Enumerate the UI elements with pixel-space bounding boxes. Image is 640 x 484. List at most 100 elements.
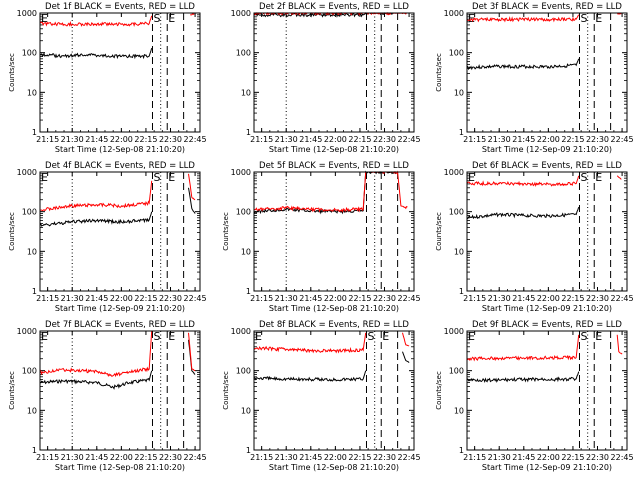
x-tick-label: 21:30	[61, 294, 84, 303]
y-tick-label: 1000	[444, 168, 464, 177]
event-marker-label: E	[168, 12, 175, 25]
y-tick-label: 100	[236, 208, 251, 217]
x-tick-label: 21:45	[299, 453, 322, 462]
x-axis-label: Start Time (12-Sep-08 21:10:20)	[269, 463, 399, 472]
event-marker-label: S	[580, 330, 587, 343]
x-tick-label: 22:45	[611, 453, 634, 462]
chart-title: Det 2f BLACK = Events, RED = LLD	[259, 2, 409, 12]
y-axis-label: Counts/sec	[435, 212, 443, 251]
chart-title: Det 3f BLACK = Events, RED = LLD	[472, 2, 622, 12]
y-axis-label: Counts/sec	[222, 212, 230, 251]
y-tick-label: 10	[27, 247, 37, 256]
x-tick-label: 21:15	[36, 453, 59, 462]
series-line	[254, 371, 366, 381]
y-axis-label: Counts/sec	[435, 371, 443, 410]
event-marker-label: E	[168, 330, 175, 343]
y-tick-label: 1000	[231, 327, 251, 336]
y-tick-label: 10	[241, 406, 251, 415]
y-tick-label: 1000	[17, 9, 37, 18]
x-tick-label: 21:45	[85, 135, 108, 144]
y-axis-label: Counts/sec	[8, 371, 16, 410]
x-tick-label: 22:15	[134, 453, 157, 462]
x-tick-label: 22:15	[561, 135, 584, 144]
series-line	[40, 48, 152, 58]
x-tick-label: 22:00	[537, 453, 560, 462]
y-tick-label: 100	[449, 367, 464, 376]
x-tick-label: 22:00	[110, 453, 133, 462]
event-marker-label: E	[468, 330, 475, 343]
y-tick-label: 1000	[17, 168, 37, 177]
x-tick-label: 21:15	[250, 294, 273, 303]
x-tick-label: 21:30	[275, 294, 298, 303]
series-line	[40, 181, 152, 211]
event-marker-label: S	[580, 171, 587, 184]
y-tick-label: 10	[454, 247, 464, 256]
x-tick-label: 22:30	[586, 294, 609, 303]
event-marker-label: E	[255, 330, 262, 343]
x-tick-label: 22:30	[159, 453, 182, 462]
x-tick-label: 22:30	[159, 294, 182, 303]
x-axis-label: Start Time (12-Sep-09 21:10:20)	[482, 145, 612, 154]
series-line	[617, 335, 622, 354]
x-axis-label: Start Time (12-Sep-08 21:10:20)	[269, 304, 399, 313]
series-line	[467, 176, 579, 186]
plot-frame	[40, 331, 200, 450]
x-tick-label: 22:00	[110, 294, 133, 303]
chart-panel: Det 6f BLACK = Events, RED = LLDCounts/s…	[435, 161, 634, 313]
y-tick-label: 10	[454, 406, 464, 415]
x-tick-label: 22:00	[324, 294, 347, 303]
y-tick-label: 10	[27, 406, 37, 415]
chart-title: Det 8f BLACK = Events, RED = LLD	[259, 320, 409, 330]
x-tick-label: 22:00	[324, 453, 347, 462]
y-axis-label: Counts/sec	[435, 53, 443, 92]
x-tick-label: 22:30	[159, 135, 182, 144]
x-axis-label: Start Time (12-Sep-09 21:10:20)	[482, 304, 612, 313]
series-line	[40, 16, 152, 26]
y-tick-label: 100	[236, 49, 251, 58]
y-tick-label: 100	[22, 367, 37, 376]
y-tick-label: 10	[27, 88, 37, 97]
x-axis-label: Start Time (12-Sep-09 21:10:20)	[482, 463, 612, 472]
y-tick-label: 1000	[17, 327, 37, 336]
x-tick-label: 21:30	[488, 453, 511, 462]
series-line	[467, 207, 579, 218]
x-tick-label: 22:15	[348, 294, 371, 303]
chart-panel: Det 8f BLACK = Events, RED = LLDCounts/s…	[222, 320, 421, 472]
y-tick-label: 10	[241, 247, 251, 256]
x-tick-label: 21:45	[512, 294, 535, 303]
series-line	[467, 372, 579, 382]
y-tick-label: 1000	[444, 9, 464, 18]
chart-panel: Det 3f BLACK = Events, RED = LLD Counts/s…	[435, 2, 634, 154]
x-tick-label: 22:45	[184, 135, 207, 144]
series-line	[189, 188, 196, 214]
event-marker-label: E	[595, 171, 602, 184]
x-tick-label: 22:00	[537, 135, 560, 144]
plot-frame	[40, 172, 200, 291]
y-tick-label: 100	[449, 208, 464, 217]
chart-title: Det 1f BLACK = Events, RED = LLD	[45, 2, 195, 12]
chart-title: Det 5f BLACK = Events, RED = LLD	[259, 161, 409, 171]
x-tick-label: 21:15	[36, 135, 59, 144]
x-tick-label: 21:15	[463, 135, 486, 144]
x-tick-label: 22:15	[134, 135, 157, 144]
plot-frame	[467, 13, 627, 132]
series-line	[467, 15, 579, 21]
x-tick-label: 21:15	[36, 294, 59, 303]
chart-panel: Det 5f BLACK = Events, RED = LLD Counts/s…	[222, 161, 421, 313]
plot-frame	[254, 13, 414, 132]
x-tick-label: 21:45	[299, 294, 322, 303]
x-tick-label: 22:45	[611, 135, 634, 144]
x-tick-label: 22:15	[134, 294, 157, 303]
x-tick-label: 21:30	[488, 294, 511, 303]
x-tick-label: 21:30	[275, 135, 298, 144]
x-tick-label: 22:45	[184, 294, 207, 303]
event-marker-label: E	[41, 330, 48, 343]
x-tick-label: 21:45	[512, 453, 535, 462]
x-tick-label: 22:15	[348, 453, 371, 462]
x-tick-label: 22:30	[586, 135, 609, 144]
event-marker-label: E	[595, 330, 602, 343]
chart-panel: Det 9f BLACK = Events, RED = LLDCounts/s…	[435, 320, 634, 472]
event-marker-label: S	[153, 171, 160, 184]
series-line	[254, 333, 366, 352]
